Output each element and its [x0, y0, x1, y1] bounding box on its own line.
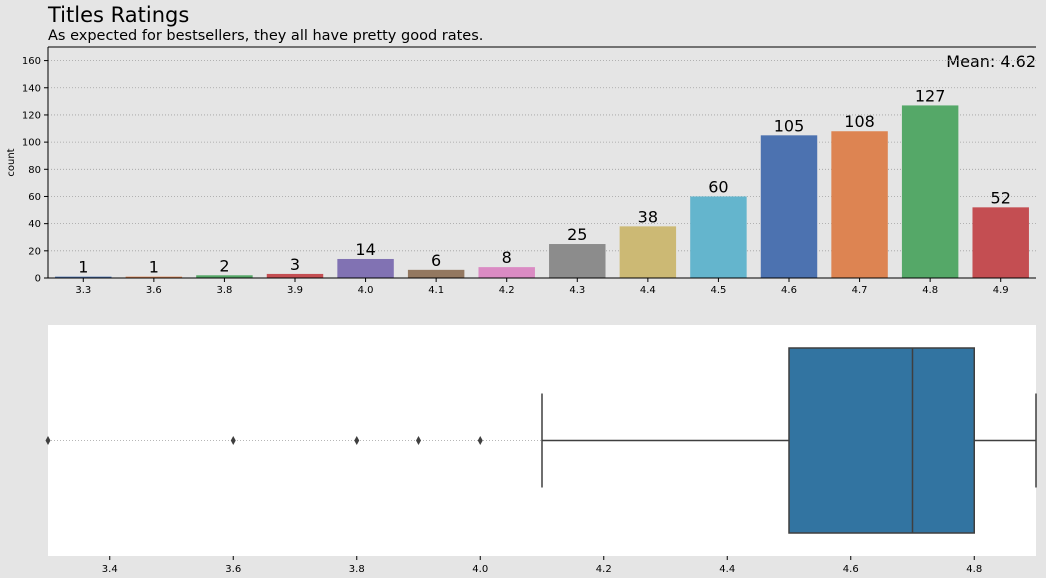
bar-value-label: 60	[708, 177, 728, 196]
outlier-marker	[230, 436, 236, 445]
y-tick-label: 0	[35, 274, 41, 285]
bar-value-label: 105	[774, 116, 805, 135]
bar-value-label: 1	[149, 258, 159, 277]
x-tick-label: 4.1	[428, 285, 444, 296]
bar	[55, 276, 112, 278]
outlier-marker	[477, 436, 483, 445]
outlier-marker	[416, 436, 421, 445]
box-x-tick-label: 4.0	[472, 564, 488, 575]
bar-value-label: 8	[502, 248, 512, 267]
bar	[901, 105, 959, 278]
y-axis-label: count	[6, 148, 17, 176]
x-tick-label: 4.9	[993, 285, 1009, 296]
bar-value-label: 52	[991, 188, 1011, 207]
bar-value-label: 14	[355, 240, 375, 259]
x-tick-label: 3.8	[216, 285, 232, 296]
x-tick-label: 3.9	[287, 285, 303, 296]
box-x-tick-label: 4.4	[719, 564, 735, 575]
bar	[972, 207, 1029, 278]
box-x-tick-label: 3.8	[349, 564, 365, 575]
bar	[619, 226, 677, 278]
x-tick-label: 3.6	[146, 285, 162, 296]
bar-value-label: 108	[844, 112, 875, 131]
bar-value-label: 1	[78, 258, 88, 277]
box-x-tick-label: 4.2	[596, 564, 612, 575]
x-tick-label: 4.5	[710, 285, 726, 296]
iqr-box	[788, 347, 975, 534]
bar	[549, 244, 606, 278]
bar	[337, 258, 394, 278]
x-tick-label: 3.3	[75, 285, 91, 296]
y-tick-label: 140	[22, 83, 41, 94]
y-tick-label: 20	[28, 246, 41, 257]
bar	[690, 196, 747, 278]
bar	[125, 276, 183, 278]
bar-value-label: 2	[219, 256, 229, 275]
mean-label: Mean: 4.62	[946, 52, 1036, 71]
chart-subtitle: As expected for bestsellers, they all ha…	[48, 28, 484, 44]
box-x-tick-label: 3.4	[102, 564, 118, 575]
bar-value-label: 6	[431, 251, 441, 270]
bar	[831, 131, 888, 278]
outlier-marker	[45, 436, 51, 445]
bar-value-label: 3	[290, 255, 300, 274]
bar	[266, 273, 324, 278]
bar	[760, 135, 818, 278]
x-tick-label: 4.6	[781, 285, 797, 296]
y-tick-label: 60	[28, 192, 41, 203]
x-tick-label: 4.0	[358, 285, 374, 296]
bar	[196, 275, 253, 278]
y-tick-label: 40	[28, 219, 41, 230]
y-tick-label: 100	[22, 138, 41, 149]
x-tick-label: 4.2	[499, 285, 515, 296]
box-x-tick-label: 4.6	[843, 564, 859, 575]
x-tick-label: 4.4	[640, 285, 656, 296]
box-x-tick-label: 4.8	[966, 564, 982, 575]
y-tick-label: 80	[28, 165, 41, 176]
bar	[478, 267, 535, 278]
bar	[407, 269, 465, 278]
x-tick-label: 4.3	[569, 285, 585, 296]
y-tick-label: 160	[22, 56, 41, 67]
chart-title: Titles Ratings	[48, 3, 190, 27]
bar-value-label: 25	[567, 225, 587, 244]
outlier-marker	[354, 436, 360, 445]
bar-chart: 0 20 40 60 80 100 120 140 160 count 1 3.3 1 3.6 2 3.8 3 3…	[6, 47, 1036, 296]
x-tick-label: 4.7	[852, 285, 868, 296]
x-tick-label: 4.8	[922, 285, 938, 296]
bar-value-label: 127	[915, 86, 946, 105]
box-x-tick-label: 3.6	[225, 564, 241, 575]
y-tick-label: 120	[22, 110, 41, 121]
bar-value-label: 38	[638, 207, 658, 226]
box-plot: 3.4 3.6 3.8 4.0 4.2 4.4 4.6 4.8	[45, 325, 1037, 575]
